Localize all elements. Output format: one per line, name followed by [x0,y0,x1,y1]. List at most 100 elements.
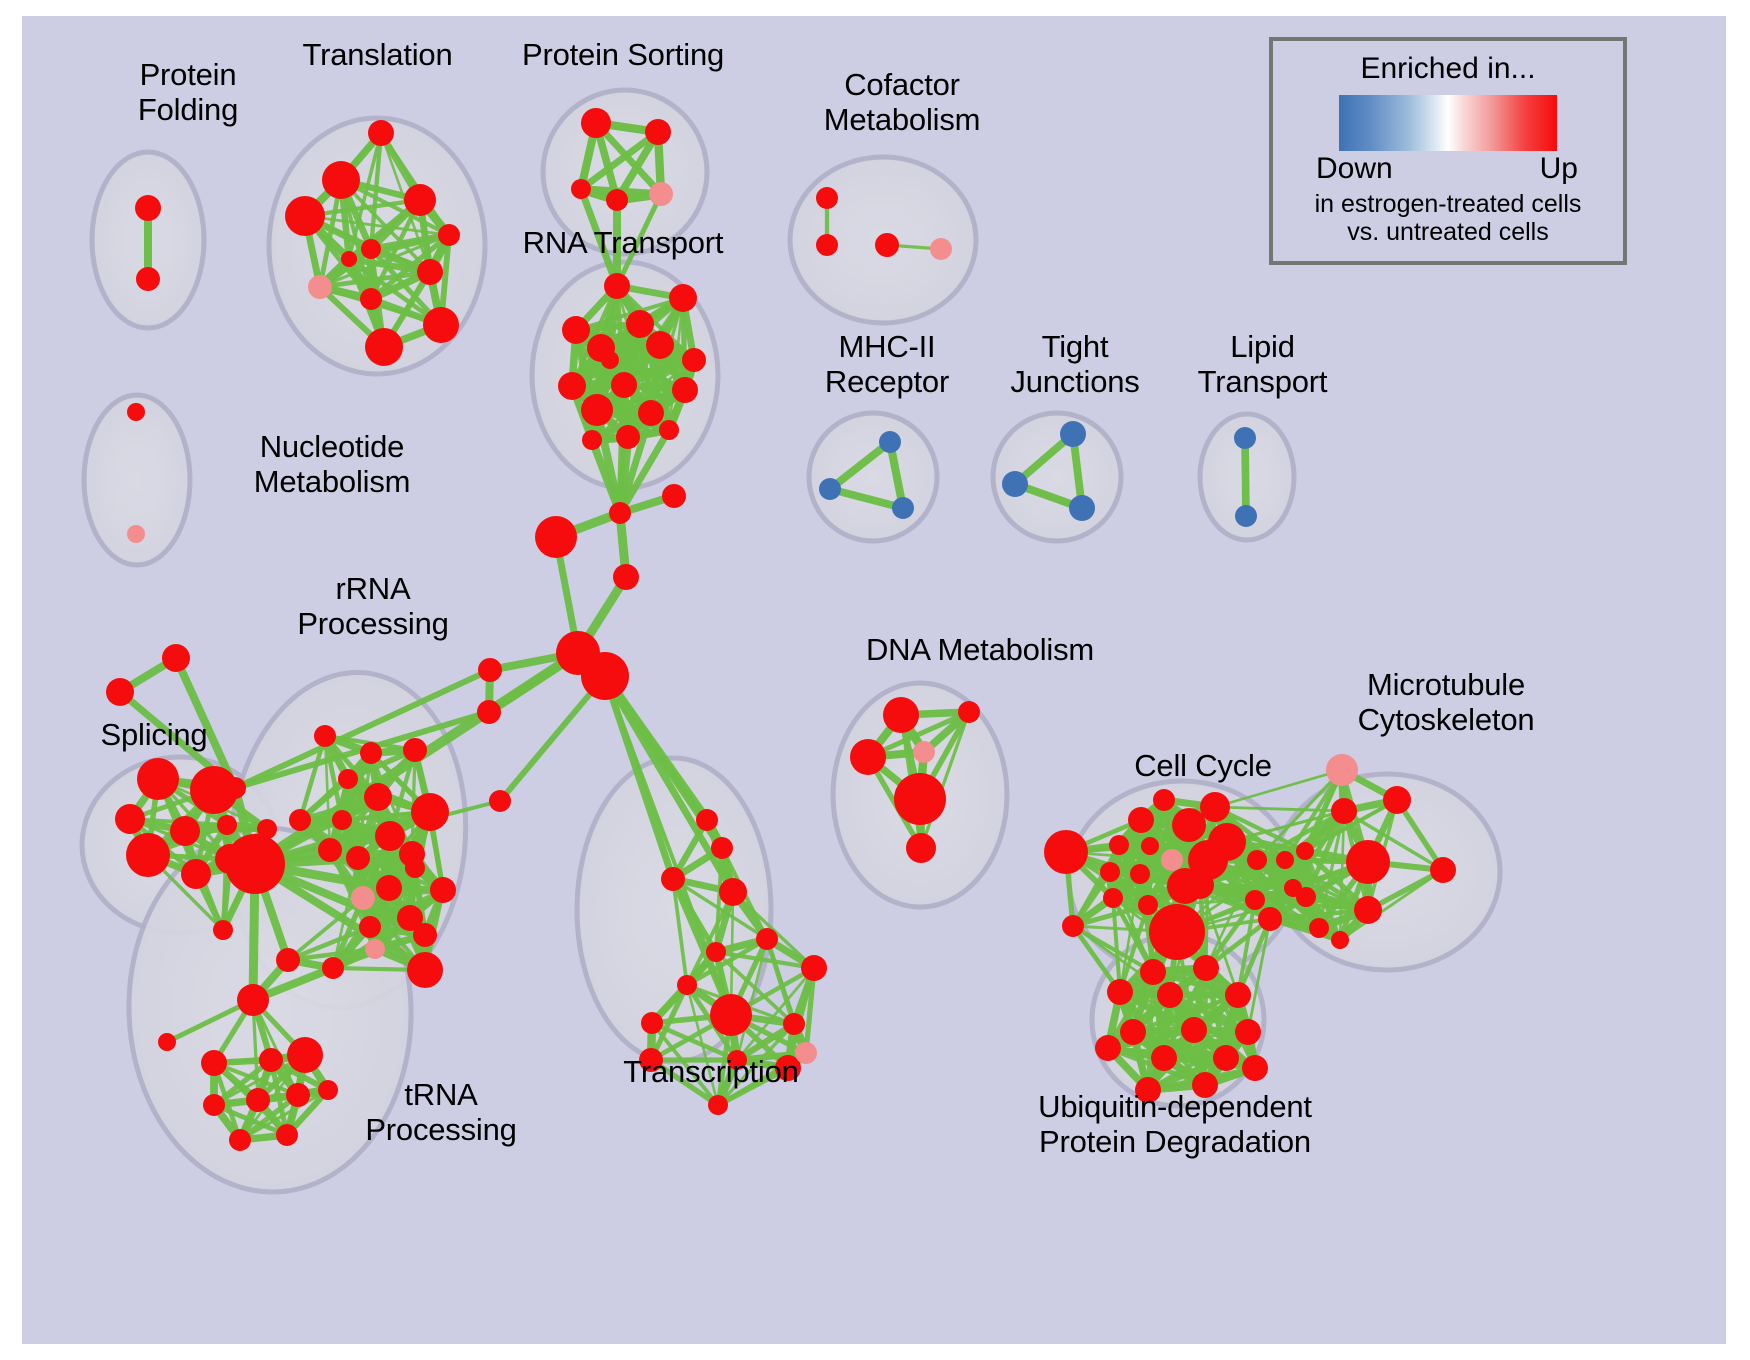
network-node-dna-metabolism[interactable] [883,697,919,733]
network-node-protein-sorting[interactable] [645,119,671,145]
network-node-rna-transport[interactable] [659,420,679,440]
network-node-transcription[interactable] [775,1055,801,1081]
network-node-rna-transport[interactable] [669,284,697,312]
network-node-tight-junctions[interactable] [1069,495,1095,521]
network-node-tight-junctions[interactable] [1060,421,1086,447]
network-node-splicing[interactable] [217,815,237,835]
network-node-translation[interactable] [341,251,357,267]
network-node-ubiquitin-protein-degradation[interactable] [1193,955,1219,981]
network-node-rrna-processing[interactable] [376,875,402,901]
network-node-transcription[interactable] [727,1050,747,1070]
network-node-rna-transport[interactable] [581,394,613,426]
network-node-translation[interactable] [360,288,382,310]
network-node-rrna-processing[interactable] [405,858,425,878]
network-node-rrna-processing[interactable] [276,948,300,972]
network-node-ubiquitin-protein-degradation[interactable] [1140,959,1166,985]
network-node-mhc-ii-receptor[interactable] [879,431,901,453]
network-node-rna-transport[interactable] [682,348,706,372]
network-node-protein-folding[interactable] [136,267,160,291]
network-node-ubiquitin-protein-degradation[interactable] [1235,1019,1261,1045]
network-node-dna-metabolism[interactable] [913,741,935,763]
network-node-ubiquitin-protein-degradation[interactable] [1120,1019,1146,1045]
network-node-mhc-ii-receptor[interactable] [819,478,841,500]
network-node-translation[interactable] [417,259,443,285]
network-node-protein-sorting[interactable] [606,189,628,211]
network-node-rna-transport[interactable] [646,331,674,359]
network-node-transcription[interactable] [641,1012,663,1034]
network-node-cell-cycle[interactable] [1128,807,1154,833]
network-node-rrna-processing[interactable] [338,769,358,789]
network-node-trna-processing[interactable] [318,1080,338,1100]
network-node-translation[interactable] [404,184,436,216]
network-node-cell-cycle[interactable] [1103,888,1123,908]
network-node-splicing[interactable] [190,766,238,814]
network-node-bridge[interactable] [535,516,577,558]
network-node-ubiquitin-protein-degradation[interactable] [1157,982,1183,1008]
network-node-ubiquitin-protein-degradation[interactable] [1107,979,1133,1005]
network-node-nucleotide-metabolism[interactable] [127,403,145,421]
network-node-lipid-transport[interactable] [1235,505,1257,527]
network-node-rrna-processing[interactable] [403,738,427,762]
network-node-microtubule-cytoskeleton[interactable] [1326,754,1358,786]
network-node-bridge[interactable] [162,644,190,672]
network-node-ubiquitin-protein-degradation[interactable] [1095,1035,1121,1061]
network-node-trna-processing[interactable] [237,984,269,1016]
network-node-microtubule-cytoskeleton[interactable] [1354,896,1382,924]
network-node-cell-cycle[interactable] [1247,850,1267,870]
network-node-trna-processing[interactable] [287,1037,323,1073]
network-node-bridge[interactable] [581,652,629,700]
network-node-rrna-processing[interactable] [375,821,405,851]
network-node-cell-cycle[interactable] [1109,835,1129,855]
network-node-transcription[interactable] [677,975,697,995]
network-node-microtubule-cytoskeleton[interactable] [1383,786,1411,814]
network-node-trna-processing[interactable] [229,1129,251,1151]
network-node-bridge[interactable] [662,484,686,508]
network-node-splicing[interactable] [215,844,245,874]
network-node-protein-sorting[interactable] [581,108,611,138]
network-node-protein-folding[interactable] [135,195,161,221]
network-node-splicing[interactable] [126,833,170,877]
network-node-cell-cycle[interactable] [1200,792,1230,822]
network-node-transcription[interactable] [696,809,718,831]
network-node-microtubule-cytoskeleton[interactable] [1296,842,1314,860]
network-node-bridge[interactable] [613,564,639,590]
network-node-cell-cycle[interactable] [1044,830,1088,874]
network-node-cell-cycle[interactable] [1161,849,1183,871]
network-node-cell-cycle[interactable] [1141,837,1159,855]
network-node-rna-transport[interactable] [601,351,619,369]
network-node-transcription[interactable] [795,1042,817,1064]
network-node-splicing[interactable] [170,816,200,846]
network-node-rrna-processing[interactable] [413,923,437,947]
network-node-microtubule-cytoskeleton[interactable] [1309,918,1329,938]
network-node-rna-transport[interactable] [558,372,586,400]
network-node-rrna-processing[interactable] [359,916,381,938]
network-node-cell-cycle[interactable] [1172,808,1206,842]
network-node-ubiquitin-protein-degradation[interactable] [1225,982,1251,1008]
network-node-protein-sorting[interactable] [571,179,591,199]
network-node-nucleotide-metabolism[interactable] [127,525,145,543]
network-node-transcription[interactable] [719,878,747,906]
network-node-mhc-ii-receptor[interactable] [892,497,914,519]
network-node-translation[interactable] [423,307,459,343]
network-node-transcription[interactable] [661,867,685,891]
network-node-transcription[interactable] [639,1048,663,1072]
network-node-cofactor-metabolism[interactable] [816,187,838,209]
network-node-cell-cycle[interactable] [1138,895,1158,915]
network-node-bridge[interactable] [489,790,511,812]
network-node-rrna-processing[interactable] [360,742,382,764]
network-node-rna-transport[interactable] [672,377,698,403]
network-node-cell-cycle[interactable] [1062,915,1084,937]
network-node-splicing[interactable] [137,758,179,800]
network-node-trna-processing[interactable] [203,1094,225,1116]
network-node-cofactor-metabolism[interactable] [875,233,899,257]
network-node-rrna-processing[interactable] [365,939,385,959]
network-node-rna-transport[interactable] [611,372,637,398]
network-node-cofactor-metabolism[interactable] [816,234,838,256]
network-node-cell-cycle[interactable] [1186,871,1214,899]
network-node-cofactor-metabolism[interactable] [930,238,952,260]
network-node-rrna-processing[interactable] [407,952,443,988]
network-node-rrna-processing[interactable] [397,905,423,931]
network-node-lipid-transport[interactable] [1234,427,1256,449]
network-node-protein-sorting[interactable] [649,182,673,206]
network-node-ubiquitin-protein-degradation[interactable] [1213,1045,1239,1071]
